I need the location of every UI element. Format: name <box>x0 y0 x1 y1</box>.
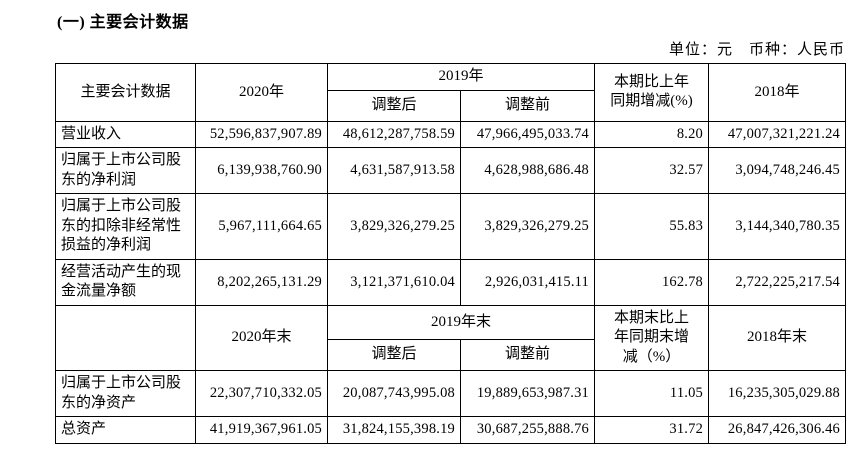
value-2019-before: 19,889,653,987.31 <box>459 370 596 417</box>
unit-currency-note: 单位：元 币种：人民币 <box>668 42 845 58</box>
value-2019-adjusted: 48,612,287,758.59 <box>327 120 461 148</box>
column-header-adjusted-after-2: 调整后 <box>327 339 461 371</box>
table-row-total-assets: 总资产 41,919,367,961.05 31,824,155,398.19 … <box>55 416 847 444</box>
value-2018: 3,094,748,246.45 <box>708 147 847 194</box>
column-header-adjusted-after: 调整后 <box>327 89 461 122</box>
value-2018: 2,722,225,217.54 <box>708 258 847 306</box>
value-2020: 8,202,265,131.29 <box>195 258 328 306</box>
row-label: 营业收入 <box>55 120 196 148</box>
column-header-change-end: 本期末比上 年同期末增 减（%） <box>594 304 710 371</box>
value-2018: 16,235,305,029.88 <box>708 370 847 417</box>
row-label: 总资产 <box>55 416 196 444</box>
value-2018: 3,144,340,780.35 <box>708 193 847 260</box>
value-change-pct: 31.72 <box>594 416 710 444</box>
column-header-change: 本期比上年 同期增减(%) <box>594 63 710 122</box>
value-2019-before: 47,966,495,033.74 <box>459 120 596 148</box>
column-header-change-line2: 同期增减(%) <box>610 93 693 110</box>
table-row-revenue: 营业收入 52,596,837,907.89 48,612,287,758.59… <box>55 120 847 148</box>
column-header-2020-end: 2020年末 <box>195 304 328 371</box>
value-2020: 6,139,938,760.90 <box>195 147 328 194</box>
value-2019-before: 30,687,255,888.76 <box>459 416 596 444</box>
column-header-2019-end: 2019年末 <box>326 304 596 340</box>
value-2018: 47,007,321,221.24 <box>708 120 847 148</box>
header-row-period-1-sub: 调整后 调整前 <box>56 89 846 122</box>
table-row-net-assets: 归属于上市公司股东的净资产 22,307,710,332.05 20,087,7… <box>55 370 847 417</box>
row-label: 经营活动产生的现金流量净额 <box>55 258 196 306</box>
header-row-period-2-sub: 调整后 调整前 <box>56 339 846 371</box>
value-2019-before: 4,628,988,686.48 <box>459 147 596 194</box>
table-row-net-profit-excl-nonrecurring: 归属于上市公司股东的扣除非经常性损益的净利润 5,967,111,664.65 … <box>55 193 847 260</box>
row-label: 归属于上市公司股东的扣除非经常性损益的净利润 <box>55 193 196 260</box>
value-2019-adjusted: 31,824,155,398.19 <box>327 416 461 444</box>
value-2019-adjusted: 3,829,326,279.25 <box>327 193 461 260</box>
accounting-data-table: 主要会计数据 2020年 2019年 本期比上年 同期增减(%) 2018年 调… <box>55 63 847 444</box>
value-2020: 52,596,837,907.89 <box>195 120 328 148</box>
row-label: 归属于上市公司股东的净资产 <box>55 370 196 417</box>
document-content: (一) 主要会计数据 单位：元 币种：人民币 主要会计数据 2020年 2019… <box>55 14 847 444</box>
column-header-change-end-line1: 本期末比上 <box>614 309 690 326</box>
header-row-period-2: 2020年末 2019年末 本期末比上 年同期末增 减（%） 2018年末 <box>55 304 847 371</box>
column-header-2018-end: 2018年末 <box>708 304 847 371</box>
column-header-2020: 2020年 <box>195 63 328 122</box>
value-2018: 26,847,426,306.46 <box>708 416 847 444</box>
value-2019-adjusted: 4,631,587,913.58 <box>327 147 461 194</box>
column-header-2019: 2019年 <box>326 63 596 91</box>
table-row-operating-cash-flow: 经营活动产生的现金流量净额 8,202,265,131.29 3,121,371… <box>55 258 847 306</box>
value-2019-adjusted: 20,087,743,995.08 <box>327 370 461 417</box>
column-header-change-line1: 本期比上年 <box>614 73 690 90</box>
column-header-change-end-line3: 减（%） <box>622 348 681 365</box>
table-row-net-profit: 归属于上市公司股东的净利润 6,139,938,760.90 4,631,587… <box>55 147 847 194</box>
column-header-adjusted-before-2: 调整前 <box>459 339 596 371</box>
value-change-pct: 8.20 <box>594 120 710 148</box>
value-2020: 22,307,710,332.05 <box>195 370 328 417</box>
value-2019-before: 3,829,326,279.25 <box>459 193 596 260</box>
column-header-main-label-2 <box>55 304 196 371</box>
value-change-pct: 162.78 <box>594 258 710 306</box>
header-row-period-1: 主要会计数据 2020年 2019年 本期比上年 同期增减(%) 2018年 <box>55 63 847 122</box>
value-change-pct: 55.83 <box>594 193 710 260</box>
value-2020: 5,967,111,664.65 <box>195 193 328 260</box>
column-header-adjusted-before: 调整前 <box>459 89 596 122</box>
column-header-2018: 2018年 <box>708 63 847 122</box>
value-change-pct: 11.05 <box>594 370 710 417</box>
row-label: 归属于上市公司股东的净利润 <box>55 147 196 194</box>
value-2019-before: 2,926,031,415.11 <box>459 258 596 306</box>
value-2020: 41,919,367,961.05 <box>195 416 328 444</box>
column-header-main-label: 主要会计数据 <box>55 63 196 122</box>
section-title: (一) 主要会计数据 <box>57 14 189 31</box>
value-change-pct: 32.57 <box>594 147 710 194</box>
column-header-change-end-line2: 年同期末增 <box>614 329 690 345</box>
value-2019-adjusted: 3,121,371,610.04 <box>327 258 461 306</box>
